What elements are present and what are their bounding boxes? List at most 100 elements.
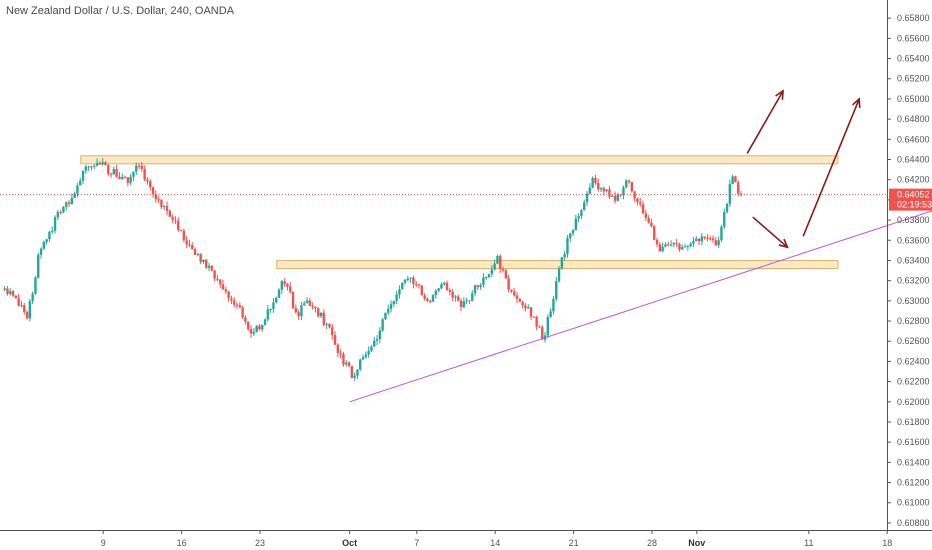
price-tick-label: 0.61200 bbox=[897, 478, 930, 488]
candle-body bbox=[322, 312, 326, 325]
candle-body bbox=[87, 166, 90, 168]
candle-body bbox=[647, 217, 650, 223]
candle-body bbox=[524, 305, 527, 309]
candle-body bbox=[263, 319, 267, 325]
candle-body bbox=[300, 305, 303, 317]
candle-body bbox=[720, 226, 723, 241]
candle-body bbox=[560, 257, 564, 269]
price-tick-label: 0.62400 bbox=[897, 356, 930, 366]
candle-body bbox=[527, 307, 530, 309]
price-tick-label: 0.61000 bbox=[897, 498, 930, 508]
candle-body bbox=[389, 304, 393, 309]
time-axis[interactable]: 9 16 23 Oct 7 14 21 28 Nov 11 18 bbox=[101, 530, 893, 548]
price-tick-label: 0.64400 bbox=[897, 155, 930, 165]
candle-body bbox=[577, 216, 580, 219]
candle-body bbox=[115, 168, 118, 177]
candle-body bbox=[737, 182, 740, 194]
candle-body bbox=[333, 335, 337, 345]
candle-body bbox=[238, 305, 242, 308]
candle-body bbox=[135, 165, 138, 172]
projection-arrow-head bbox=[851, 97, 861, 108]
candle-body bbox=[165, 205, 169, 211]
candle-body bbox=[457, 296, 460, 301]
candle-body bbox=[384, 312, 387, 320]
support-resistance-zone[interactable] bbox=[80, 155, 839, 165]
projection-arrow-head bbox=[775, 89, 784, 100]
candle-body bbox=[717, 240, 720, 246]
candle-body bbox=[476, 285, 480, 288]
price-tick-label: 0.65800 bbox=[897, 13, 930, 23]
candle-body bbox=[31, 293, 34, 302]
candle-body bbox=[347, 362, 351, 367]
candle-body bbox=[370, 346, 373, 351]
candle-body bbox=[513, 291, 516, 296]
price-tick-label: 0.65400 bbox=[897, 54, 930, 64]
candle-body bbox=[90, 166, 93, 168]
candle-body bbox=[644, 213, 648, 218]
candle-body bbox=[14, 295, 18, 299]
candle-body bbox=[373, 340, 376, 347]
projection-arrow[interactable] bbox=[802, 98, 860, 237]
candle-body bbox=[129, 176, 132, 183]
price-tick-label: 0.64800 bbox=[897, 114, 930, 124]
candle-body bbox=[241, 307, 244, 318]
candle-body bbox=[546, 317, 550, 336]
time-tick-label: 11 bbox=[804, 538, 813, 548]
candle-body bbox=[202, 259, 205, 263]
candle-body bbox=[9, 291, 12, 294]
projection-arrow-head bbox=[778, 238, 789, 249]
candle-body bbox=[462, 301, 466, 307]
projection-arrow[interactable] bbox=[746, 90, 784, 154]
candle-body bbox=[675, 243, 678, 245]
candle-body bbox=[45, 239, 48, 242]
candle-body bbox=[118, 176, 121, 180]
candle-body bbox=[28, 301, 32, 319]
candle-body bbox=[625, 180, 628, 188]
candle-body bbox=[364, 354, 368, 358]
candle-body bbox=[154, 194, 158, 200]
candle-body bbox=[11, 291, 15, 296]
candle-body bbox=[258, 325, 261, 330]
candle-body bbox=[179, 229, 183, 231]
candle-body bbox=[709, 238, 712, 240]
candle-body bbox=[93, 165, 96, 167]
candle-body bbox=[280, 281, 284, 290]
candle-body bbox=[664, 244, 667, 247]
candle-body bbox=[459, 300, 463, 307]
candle-body bbox=[336, 344, 340, 353]
ascending-trendline[interactable] bbox=[349, 200, 932, 403]
candle-body bbox=[191, 245, 194, 250]
time-tick-label: 16 bbox=[177, 538, 187, 548]
time-tick-label: 18 bbox=[882, 538, 892, 548]
candle-body bbox=[569, 233, 572, 239]
price-tick-label: 0.61400 bbox=[897, 457, 930, 467]
candle-body bbox=[359, 359, 362, 370]
current-price-badge-bg bbox=[889, 188, 932, 211]
candle-body bbox=[160, 199, 163, 207]
candle-body bbox=[454, 296, 457, 298]
candle-body bbox=[233, 300, 236, 305]
candle-body bbox=[174, 219, 177, 221]
candle-body bbox=[487, 274, 491, 278]
candle-body bbox=[121, 177, 124, 180]
candle-body bbox=[538, 326, 541, 328]
candle-body bbox=[563, 254, 566, 258]
chart-title: New Zealand Dollar / U.S. Dollar, 240, O… bbox=[6, 5, 235, 17]
candle-body bbox=[412, 277, 415, 285]
candle-body bbox=[706, 238, 709, 240]
projection-arrow[interactable] bbox=[752, 216, 789, 248]
time-tick-label: Oct bbox=[342, 538, 357, 548]
time-tick-label: 7 bbox=[414, 538, 419, 548]
candle-body bbox=[555, 281, 558, 299]
candles-layer bbox=[3, 158, 743, 382]
candle-body bbox=[571, 230, 575, 234]
candle-body bbox=[437, 288, 440, 291]
candle-body bbox=[518, 298, 522, 302]
candle-body bbox=[95, 162, 99, 166]
countdown-label: 02:19:53 bbox=[897, 200, 932, 210]
candle-body bbox=[490, 269, 494, 275]
candle-body bbox=[608, 189, 611, 197]
support-resistance-zone[interactable] bbox=[276, 259, 839, 270]
candle-body bbox=[25, 312, 29, 319]
